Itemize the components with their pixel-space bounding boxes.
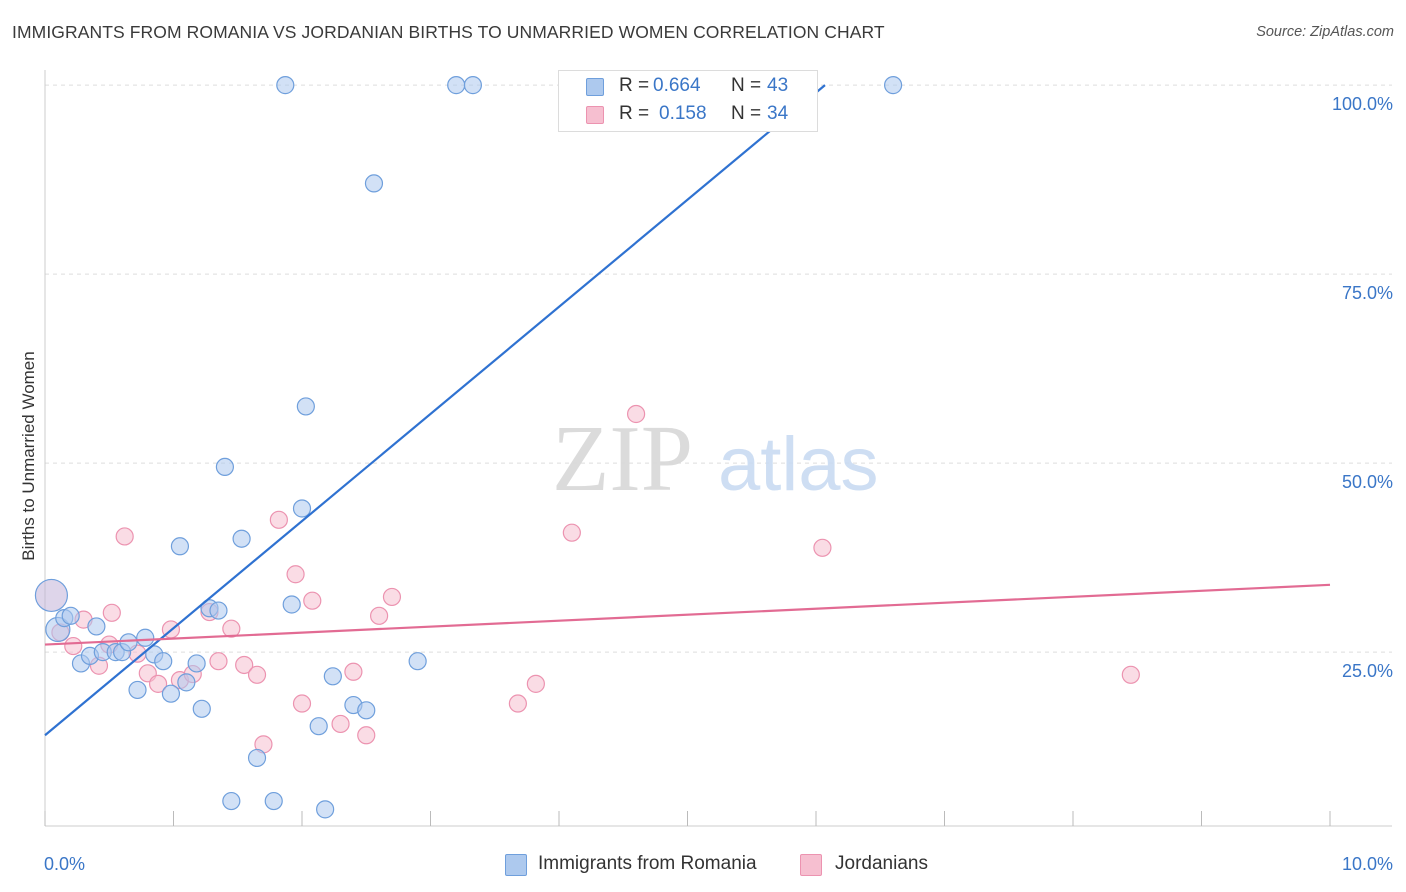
legend-swatch-blue — [586, 78, 604, 96]
data-point-jordanians — [508, 694, 527, 713]
legend-row-romania: R = 0.664 N = 43 — [559, 73, 817, 99]
data-point-romania — [161, 684, 181, 703]
legend-n-value: 34 — [767, 103, 789, 124]
data-point-romania — [187, 654, 206, 673]
data-point-jordanians — [269, 510, 288, 529]
data-point-romania — [247, 748, 267, 768]
data-point-romania — [323, 667, 342, 686]
data-point-romania — [177, 673, 196, 692]
legend-swatch-romania — [505, 854, 527, 876]
data-point-romania — [34, 578, 69, 613]
legend-label-romania: Immigrants from Romania — [538, 853, 757, 874]
x-tick-label: 0.0% — [44, 854, 85, 874]
data-point-jordanians — [370, 606, 389, 625]
x-tick-label: 10.0% — [1342, 854, 1393, 874]
legend-label-jordanians: Jordanians — [835, 853, 928, 874]
legend-r-value: 0.158 — [659, 103, 707, 124]
data-point-romania — [215, 457, 234, 476]
data-point-jordanians — [64, 636, 83, 656]
data-point-jordanians — [382, 587, 402, 607]
data-point-romania — [292, 499, 312, 518]
data-point-romania — [364, 174, 384, 193]
data-point-jordanians — [562, 523, 581, 542]
data-point-jordanians — [1121, 665, 1140, 684]
legend-r-label: R = — [619, 103, 650, 124]
trend-lines — [44, 84, 1331, 737]
data-point-romania — [447, 76, 466, 95]
data-point-romania — [154, 652, 173, 671]
legend-n-label: N = — [731, 75, 762, 96]
data-point-jordanians — [292, 694, 312, 713]
tick-labels: 25.0% 50.0% 75.0% 100.0% 0.0% 10.0% — [44, 94, 1393, 874]
data-point-jordanians — [209, 652, 228, 671]
data-point-jordanians — [102, 603, 121, 622]
data-point-romania — [128, 680, 147, 700]
data-point-romania — [192, 699, 211, 718]
trend-line-romania — [44, 84, 826, 737]
trend-line-jordanians — [44, 583, 1331, 646]
data-point-romania — [136, 628, 155, 647]
data-point-romania — [61, 606, 80, 625]
data-point-romania — [296, 397, 315, 416]
source-credit: Source: ZipAtlas.com — [1256, 24, 1394, 40]
data-point-romania — [87, 617, 106, 636]
data-point-jordanians — [148, 674, 168, 693]
data-point-jordanians — [626, 404, 646, 424]
data-point-jordanians — [235, 655, 254, 675]
chart-title: IMMIGRANTS FROM ROMANIA VS JORDANIAN BIR… — [12, 22, 885, 42]
correlation-legend: R = 0.664 N = 43 R = 0.158 N = 34 — [558, 70, 818, 132]
legend-swatch-pink — [586, 106, 604, 124]
legend-swatch-jordanians — [800, 854, 822, 876]
y-tick-label: 100.0% — [1332, 94, 1393, 114]
watermark: ZIP atlas — [552, 407, 879, 511]
y-tick-label: 50.0% — [1342, 472, 1393, 492]
data-point-romania — [282, 595, 301, 614]
data-point-romania — [408, 652, 427, 671]
watermark-zip: ZIP — [552, 407, 693, 511]
y-tick-label: 75.0% — [1342, 283, 1393, 303]
data-point-jordanians — [222, 619, 241, 638]
legend-r-label: R = — [619, 75, 650, 96]
data-point-romania — [316, 800, 335, 819]
y-tick-label: 25.0% — [1342, 661, 1393, 681]
data-point-romania — [309, 717, 328, 736]
data-point-jordanians — [526, 674, 545, 693]
data-point-jordanians — [331, 714, 350, 734]
legend-n-label: N = — [731, 103, 762, 124]
data-point-romania — [883, 76, 903, 95]
grid-lines — [45, 84, 1392, 653]
data-point-romania — [222, 791, 241, 811]
data-point-romania — [264, 791, 283, 811]
data-point-romania — [232, 529, 251, 548]
data-point-romania — [119, 633, 138, 652]
watermark-atlas: atlas — [718, 422, 879, 507]
data-point-jordanians — [247, 665, 267, 684]
data-point-romania — [276, 76, 295, 95]
legend-row-jordanians: R = 0.158 N = 34 — [559, 101, 817, 127]
axes — [44, 70, 1392, 827]
series-legend: Immigrants from Romania Jordanians — [0, 852, 1406, 880]
data-point-romania — [209, 601, 228, 620]
data-point-jordanians — [115, 527, 134, 546]
data-point-romania — [170, 537, 190, 556]
data-point-jordanians — [813, 538, 832, 557]
y-axis-title: Births to Unmarried Women — [19, 351, 38, 560]
data-point-romania — [357, 701, 376, 720]
legend-r-value: 0.664 — [653, 75, 701, 96]
data-point-jordanians — [286, 565, 305, 584]
data-point-jordanians — [357, 726, 376, 745]
legend-n-value: 43 — [767, 75, 789, 96]
data-point-jordanians — [303, 591, 322, 610]
data-point-romania — [463, 76, 483, 95]
data-point-jordanians — [344, 662, 363, 681]
